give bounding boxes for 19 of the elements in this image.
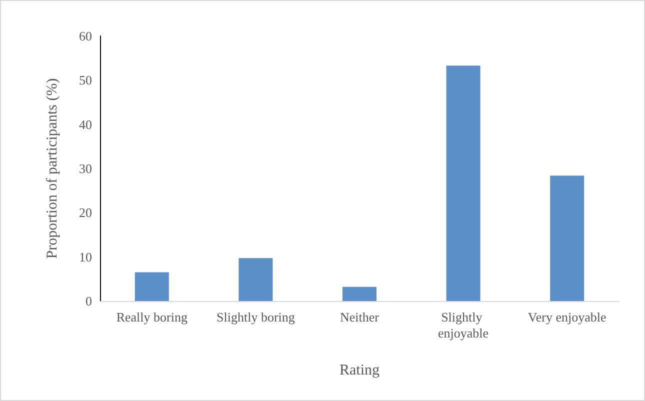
y-tick-label: 20 bbox=[79, 205, 92, 220]
x-tick-label: Very enjoyable bbox=[528, 310, 606, 324]
x-tick-label: Neither bbox=[340, 310, 380, 324]
y-tick-label: 50 bbox=[79, 72, 92, 88]
y-tick-label: 40 bbox=[79, 116, 92, 132]
bar bbox=[238, 258, 273, 301]
y-tick-label: 10 bbox=[79, 249, 92, 264]
y-tick-label: 30 bbox=[79, 161, 92, 176]
y-tick-label: 60 bbox=[79, 28, 92, 44]
x-axis-title: Rating bbox=[340, 362, 380, 378]
y-axis-title: Proportion of participants (%) bbox=[44, 78, 60, 259]
x-tick-label: Slightly boring bbox=[216, 310, 296, 324]
y-tick-label: 0 bbox=[86, 294, 92, 308]
bar bbox=[550, 176, 584, 301]
bar bbox=[446, 66, 480, 301]
bar bbox=[342, 286, 376, 301]
x-tick-label: Slightly enjoyable bbox=[438, 310, 489, 340]
x-tick-label: Really boring bbox=[116, 310, 188, 324]
bar bbox=[134, 272, 169, 301]
